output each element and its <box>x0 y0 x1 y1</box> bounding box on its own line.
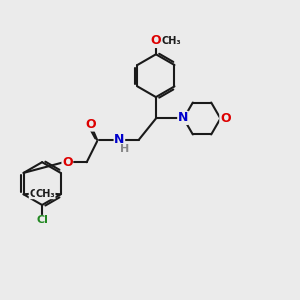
Text: Cl: Cl <box>36 215 48 225</box>
Text: O: O <box>62 156 73 169</box>
Text: N: N <box>178 111 188 124</box>
Text: O: O <box>85 118 96 131</box>
Text: CH₃: CH₃ <box>162 36 181 46</box>
Text: CH₃: CH₃ <box>35 189 55 199</box>
Text: CH₃: CH₃ <box>29 189 49 199</box>
Text: O: O <box>150 34 161 47</box>
Text: H: H <box>120 144 129 154</box>
Text: N: N <box>114 133 124 146</box>
Text: O: O <box>220 112 230 125</box>
